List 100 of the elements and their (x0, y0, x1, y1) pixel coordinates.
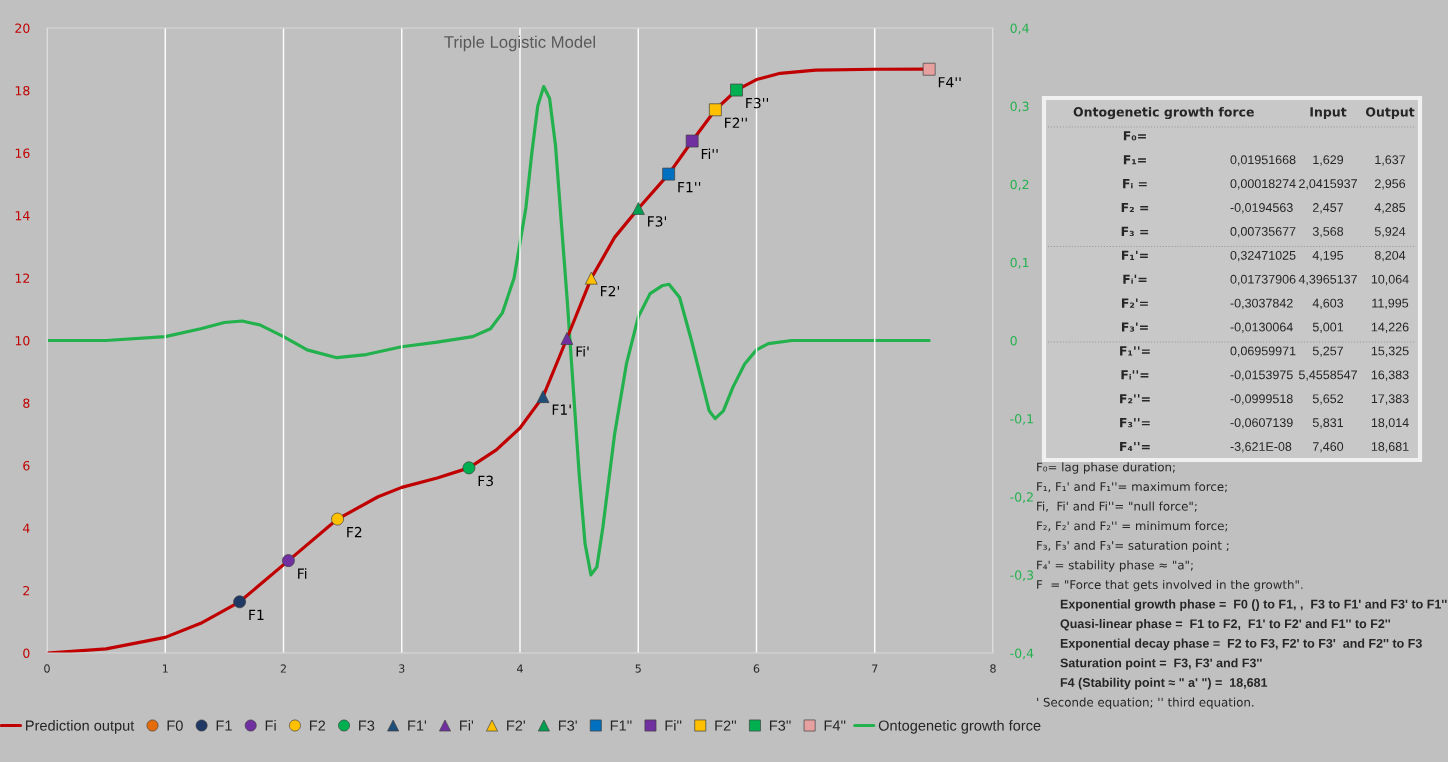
point (560, 332, 574, 345)
text: F₁'= (1121, 250, 1148, 260)
text: F₄' = stability phase ≈ "a"; (1037, 560, 1193, 572)
y2-tick-label: -0,4 (1010, 648, 1034, 660)
text: F₂''= (1120, 394, 1150, 404)
text: Fᵢ''= (1121, 370, 1149, 380)
y2-tick-label: 0 (1010, 335, 1017, 346)
text: Fi (298, 568, 307, 579)
x-tick-label: 1 (162, 664, 168, 673)
y2-tick-label: 0,2 (1010, 179, 1029, 191)
text: F1 (249, 609, 264, 620)
legend-label: F3 (359, 720, 375, 731)
x-tick-label: 8 (990, 664, 996, 673)
text: Quasi-linear phase = F1 to F2, F1' to F2' and F1'' to F2'' (1060, 618, 1391, 631)
text: 18,681 (1371, 442, 1409, 453)
legend-label: Fi' (460, 720, 474, 731)
text: F₁, F₁' and F₁''= maximum force; (1037, 481, 1227, 493)
text: F4 (Stability point ≈ " a' ") = 18,681 (1060, 677, 1268, 690)
text: F₃ = (1121, 226, 1149, 237)
text: 5,001 (1312, 322, 1344, 333)
x-tick-label: 7 (872, 664, 878, 673)
y2-tick-label: -0,3 (1010, 570, 1034, 582)
text: 5,924 (1374, 227, 1406, 238)
text: 5,4558547 (1298, 370, 1357, 381)
y-tick-label: 14 (15, 211, 30, 221)
y-tick-label: 12 (15, 273, 30, 283)
x-tick-label: 4 (517, 664, 523, 673)
text: 0,00018274 (1230, 179, 1296, 190)
text: F3 (478, 475, 493, 487)
text: Fi' (576, 346, 589, 357)
legend-label: F0 (167, 720, 183, 731)
text: 14,226 (1371, 322, 1409, 333)
text: F = "Force that gets involved in the growth". (1037, 579, 1303, 592)
text: 8,204 (1374, 250, 1406, 262)
text: ' Seconde equation; '' third equation. (1037, 697, 1254, 709)
line-series (47, 84, 931, 577)
x-tick-label: 5 (635, 664, 641, 673)
text: F₁= (1123, 155, 1146, 165)
text: 11,995 (1372, 298, 1409, 310)
text: 1,637 (1375, 155, 1406, 166)
text: Fi'' (701, 148, 718, 160)
text: Saturation point = F3, F3' and F3'' (1060, 658, 1262, 670)
legend-label: F1 (216, 720, 232, 731)
legend-label: F3'' (769, 720, 791, 731)
text: Exponential growth phase = F0 () to F1, , F3 to F1' and F3' to F1'' (1060, 599, 1447, 612)
text: 0,01951668 (1230, 155, 1296, 166)
legend-label: Fi'' (665, 720, 682, 731)
y-tick-label: 4 (22, 523, 30, 533)
text: 0,01737906 (1230, 274, 1296, 286)
y2-tick-label: -0,2 (1010, 492, 1033, 503)
text: 4,195 (1312, 250, 1344, 262)
y2-tick-label: -0,1 (1010, 414, 1033, 425)
text: Fᵢ = (1123, 179, 1147, 189)
text: F₁''= (1120, 346, 1150, 356)
text: 18,014 (1371, 418, 1409, 429)
text: F₃'= (1121, 322, 1148, 332)
text: F₂'= (1121, 298, 1148, 308)
y-tick-label: 6 (23, 460, 30, 471)
text: -0,0607139 (1230, 418, 1293, 429)
text: 0,00735677 (1230, 227, 1296, 238)
text: 5,831 (1312, 418, 1344, 429)
legend-label: F3' (558, 720, 577, 731)
x-tick-label: 6 (753, 664, 760, 673)
y2-tick-label: 0,1 (1010, 257, 1029, 269)
legend-label: F1'' (610, 720, 632, 731)
legend-label: F2 (309, 720, 326, 731)
text: 7,460 (1313, 442, 1344, 453)
text: -0,0153975 (1230, 370, 1293, 381)
text: 17,383 (1371, 394, 1409, 405)
y-tick-label: 18 (15, 85, 30, 96)
text: 0,32471025 (1230, 250, 1296, 262)
text: 5,652 (1312, 394, 1344, 405)
y-tick-label: 20 (15, 23, 30, 33)
text: F4'' (938, 77, 961, 88)
text: F₄''= (1120, 441, 1150, 452)
x-tick-label: 0 (44, 664, 50, 673)
legend-label: F2' (507, 720, 525, 731)
y-tick-label: 16 (15, 148, 30, 158)
text: 4,603 (1312, 298, 1344, 310)
text: 5,257 (1312, 346, 1344, 357)
text: F1'' (678, 182, 701, 193)
text: F₃''= (1120, 418, 1150, 428)
text: -3,621E-08 (1230, 442, 1292, 453)
text: Fi, Fi' and Fi''= "null force"; (1037, 501, 1197, 512)
text: F₀= (1123, 131, 1146, 141)
text: F2 (347, 526, 362, 538)
y-tick-label: 10 (15, 335, 30, 346)
text: 15,325 (1371, 346, 1409, 357)
legend-label: F4'' (824, 720, 846, 731)
text: 16,383 (1371, 370, 1409, 381)
text: F₂, F₂' and F₂'' = minimum force; (1037, 521, 1228, 532)
chart-title: Triple Logistic Model (444, 35, 595, 52)
text: Ontogenetic growth force (1073, 106, 1254, 120)
y2-tick-label: 0,4 (1010, 23, 1029, 35)
y-tick-label: 8 (23, 398, 30, 408)
text: Input (1310, 107, 1347, 120)
text: 0,06959971 (1230, 346, 1296, 357)
text: 4,3965137 (1298, 274, 1357, 286)
text: 2,956 (1374, 179, 1406, 190)
text: F2' (601, 285, 619, 297)
